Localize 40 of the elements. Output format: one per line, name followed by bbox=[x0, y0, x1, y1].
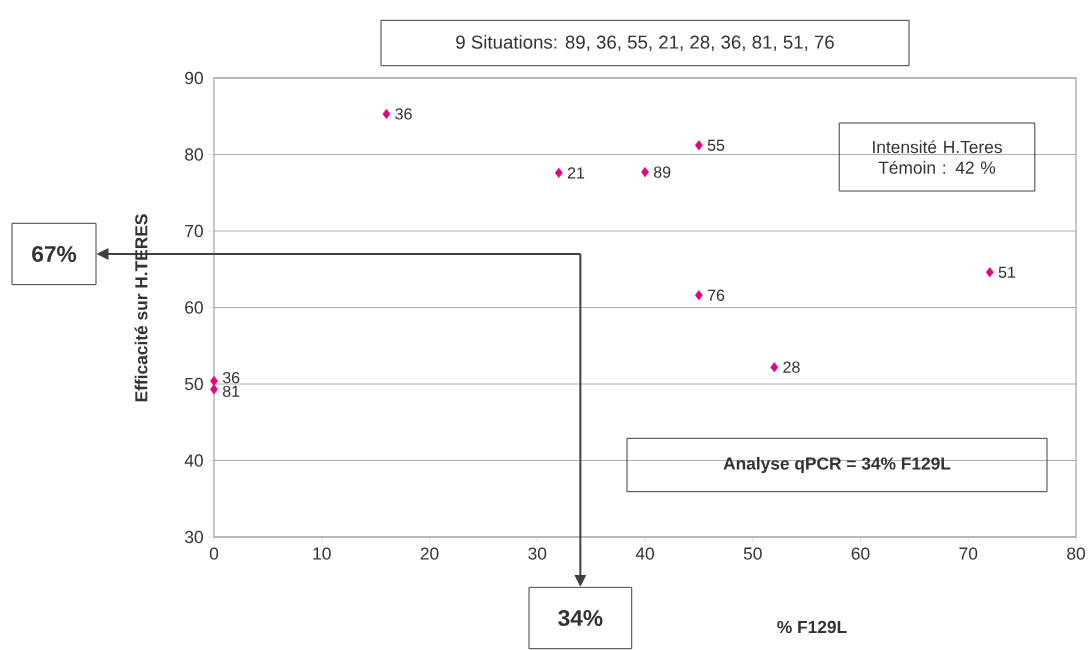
x-tick-label: 70 bbox=[959, 547, 978, 560]
x-axis-title: % F129L bbox=[777, 620, 847, 634]
annotation: 36 bbox=[222, 372, 240, 384]
x-tick-label: 20 bbox=[420, 547, 439, 560]
annotation: Intensité H.Teres Témoin : 42 % bbox=[873, 140, 1002, 174]
x-tick-label: 0 bbox=[209, 547, 219, 560]
annotation: 36 bbox=[395, 108, 412, 120]
x-tick-label: 40 bbox=[635, 547, 654, 560]
point bbox=[554, 167, 563, 178]
chart-title: 9 Situations: 89, 36, 55, 21, 28, 36, 81, 51, 76 bbox=[456, 35, 834, 51]
y-tick-label: 40 bbox=[184, 454, 203, 467]
point bbox=[695, 290, 703, 301]
ref-line-label: 67% bbox=[32, 245, 77, 262]
annotation: 51 bbox=[998, 266, 1016, 278]
x-tick-label: 30 bbox=[528, 547, 547, 560]
annotation: 28 bbox=[783, 361, 800, 373]
annotation: Analyse qPCR = 34% F129L bbox=[723, 456, 951, 474]
y-tick-label: 60 bbox=[185, 301, 203, 314]
point bbox=[641, 167, 649, 178]
x-tick-label: 50 bbox=[743, 547, 762, 560]
annotation: 89 bbox=[653, 166, 671, 178]
x-tick-label: 80 bbox=[1067, 547, 1085, 560]
y-tick-label: 70 bbox=[185, 224, 203, 238]
point bbox=[382, 108, 391, 120]
point bbox=[770, 362, 779, 373]
point bbox=[210, 384, 218, 395]
point bbox=[985, 267, 994, 278]
ref-line-label: 34% bbox=[558, 609, 603, 627]
y-tick-label: 50 bbox=[185, 377, 203, 391]
annotation: 55 bbox=[707, 139, 725, 151]
x-tick-label: 60 bbox=[851, 547, 870, 560]
x-tick-label: 10 bbox=[313, 547, 331, 560]
annotation: 76 bbox=[707, 289, 725, 301]
y-axis-title: Efficacité sur H.TERES bbox=[134, 214, 148, 402]
y-tick-label: 30 bbox=[184, 530, 203, 544]
annotation: 81 bbox=[222, 385, 240, 397]
point bbox=[695, 140, 703, 151]
annotation: 21 bbox=[567, 167, 585, 179]
y-tick-label: 90 bbox=[185, 71, 203, 85]
y-tick-label: 80 bbox=[185, 148, 203, 161]
